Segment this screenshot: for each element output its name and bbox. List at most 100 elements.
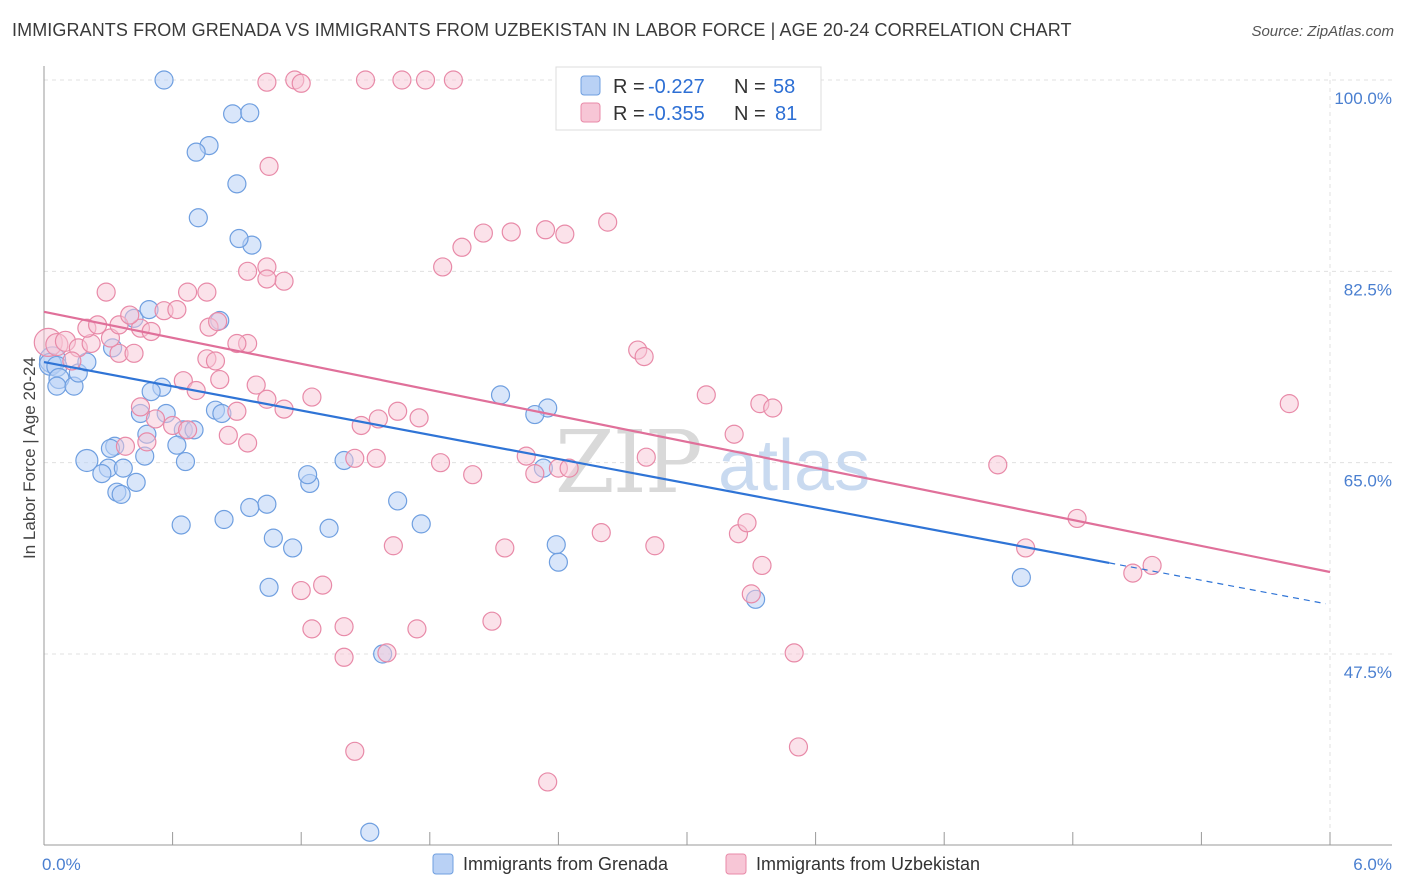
y-tick-label: 100.0%	[1334, 89, 1392, 108]
grenada-point	[141, 382, 161, 402]
grenada-trend-line	[43, 360, 1110, 564]
uzbekistan-point	[763, 398, 783, 418]
legend-swatch-pink	[580, 102, 601, 123]
legend-swatch-blue	[580, 75, 601, 96]
grenada-point	[388, 491, 408, 511]
uzbekistan-point	[443, 70, 463, 90]
uzbekistan-point	[257, 269, 277, 289]
uzbekistan-point	[383, 536, 403, 556]
uzbekistan-point	[238, 433, 258, 453]
watermark-atlas: atlas	[718, 426, 870, 506]
legend-r-value-blue: -0.227	[648, 76, 705, 98]
grenada-point	[223, 104, 243, 124]
uzbekistan-point	[696, 385, 716, 405]
uzbekistan-point	[227, 401, 247, 421]
y-tick-label: 47.5%	[1344, 663, 1392, 682]
grenada-point	[240, 103, 260, 123]
grenada-point	[525, 404, 545, 425]
grenada-point	[1011, 567, 1031, 588]
uzbekistan-point	[96, 282, 116, 302]
grenada-point	[154, 70, 174, 90]
uzbekistan-point	[197, 282, 217, 302]
uzbekistan-point	[355, 70, 376, 90]
bottom-legend-grenada: Immigrants from Grenada	[463, 854, 669, 874]
x-tick-label-right: 6.0%	[1353, 855, 1392, 874]
y-axis-label: In Labor Force | Age 20-24	[20, 357, 39, 559]
series-legend: Immigrants from Grenada Immigrants from …	[432, 853, 980, 875]
chart-title: IMMIGRANTS FROM GRENADA VS IMMIGRANTS FR…	[12, 20, 1072, 40]
uzbekistan-point	[452, 237, 472, 257]
uzbekistan-point	[1067, 508, 1087, 529]
grenada-point	[92, 464, 112, 484]
x-tick-label-left: 0.0%	[42, 855, 81, 874]
uzbekistan-point	[227, 333, 247, 354]
uzbekistan-point	[210, 369, 230, 390]
uzbekistan-point	[1123, 563, 1143, 583]
grenada-point	[47, 376, 67, 396]
grenada-point	[171, 515, 191, 535]
legend-n-label-blue: N =	[734, 76, 766, 98]
uzbekistan-point	[525, 464, 545, 484]
grenada-point	[75, 448, 99, 473]
grenada-point	[283, 538, 303, 558]
legend-r-label-blue: R =	[613, 76, 645, 98]
grenada-point	[257, 494, 277, 514]
uzbekistan-point	[274, 271, 294, 291]
legend-r-label-pink: R =	[613, 103, 645, 125]
uzbekistan-point	[257, 72, 277, 92]
uzbekistan-point	[173, 371, 193, 391]
grenada-point	[113, 458, 133, 478]
uzbekistan-point	[433, 257, 453, 277]
grenada-point	[259, 577, 279, 597]
uzbekistan-point	[495, 538, 515, 558]
grenada-point	[167, 435, 187, 455]
bottom-legend-swatch-grenada	[432, 853, 454, 875]
grenada-point	[126, 472, 146, 492]
uzbekistan-point	[788, 737, 809, 757]
uzbekistan-point	[238, 261, 258, 281]
grenada-point	[229, 228, 249, 249]
uzbekistan-point	[598, 212, 618, 232]
grenada-point	[175, 451, 196, 472]
uzbekistan-point	[246, 375, 266, 395]
uzbekistan-point	[137, 432, 157, 452]
uzbekistan-point	[124, 343, 144, 363]
uzbekistan-point	[645, 536, 665, 556]
y-tick-label: 82.5%	[1344, 280, 1392, 299]
uzbekistan-point	[345, 448, 365, 468]
uzbekistan-point	[516, 446, 536, 466]
grenada-point	[111, 484, 131, 504]
uzbekistan-point	[538, 772, 558, 792]
uzbekistan-point	[752, 555, 772, 576]
uzbekistan-point	[1279, 394, 1299, 414]
grenada-point	[214, 509, 234, 530]
uzbekistan-point	[482, 611, 502, 631]
watermark: ZIP atlas	[555, 413, 870, 513]
uzbekistan-point	[145, 409, 166, 429]
uzbekistan-point	[555, 224, 575, 244]
grenada-point	[188, 208, 208, 228]
grenada-point	[319, 518, 339, 538]
uzbekistan-point	[741, 584, 761, 604]
uzbekistan-trend-line	[43, 310, 1331, 574]
uzbekistan-point	[591, 523, 611, 543]
uzbekistan-point	[313, 575, 333, 595]
uzbekistan-point	[634, 347, 654, 367]
uzbekistan-point	[473, 223, 493, 243]
uzbekistan-point	[377, 643, 397, 663]
uzbekistan-point	[178, 282, 198, 302]
bottom-legend-swatch-uzbekistan	[725, 853, 747, 875]
trend-lines	[43, 310, 1331, 605]
tick-labels: 47.5% 65.0% 82.5% 100.0% 0.0% 6.0%	[42, 89, 1392, 874]
grenada-point	[546, 535, 566, 555]
stats-legend: R = -0.227 N = 58 R = -0.355 N = 81	[555, 66, 822, 131]
uzbekistan-point	[366, 448, 386, 468]
uzbekistan-point	[178, 420, 198, 440]
uzbekistan-point	[291, 580, 311, 601]
uzbekistan-point	[415, 70, 436, 90]
legend-n-value-pink: 81	[775, 103, 797, 125]
uzbekistan-point	[392, 70, 412, 90]
grenada-point	[240, 497, 260, 518]
uzbekistan-point	[501, 222, 521, 242]
y-tick-label: 65.0%	[1344, 472, 1392, 491]
